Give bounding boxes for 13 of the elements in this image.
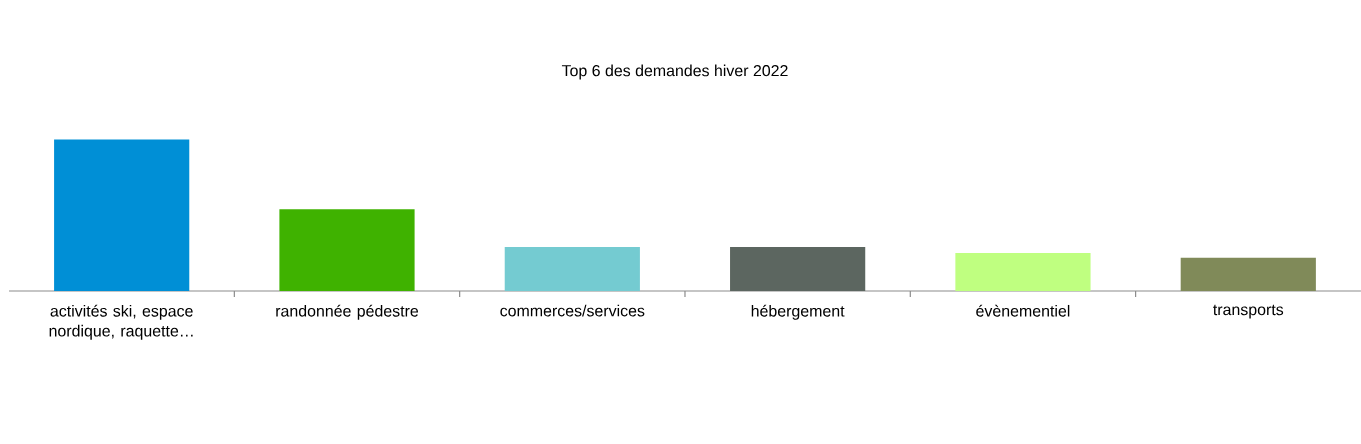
bar [955,253,1091,291]
bar [279,209,415,291]
x-tick-label: transports [1213,304,1284,319]
bar [54,139,190,291]
bar [1180,257,1316,291]
bar [504,247,640,291]
x-tick-label: activités ski, espace nordique, raquette… [49,304,193,340]
x-tick-label: commerces/services [500,304,645,317]
x-tick-label: évènementiel [976,304,1070,317]
x-tick-label: hébergement [751,304,845,320]
bar [730,247,866,291]
chart-title: Top 6 des demandes hiver 2022 [561,64,788,80]
x-tick-label: randonnée pédestre [276,304,419,320]
